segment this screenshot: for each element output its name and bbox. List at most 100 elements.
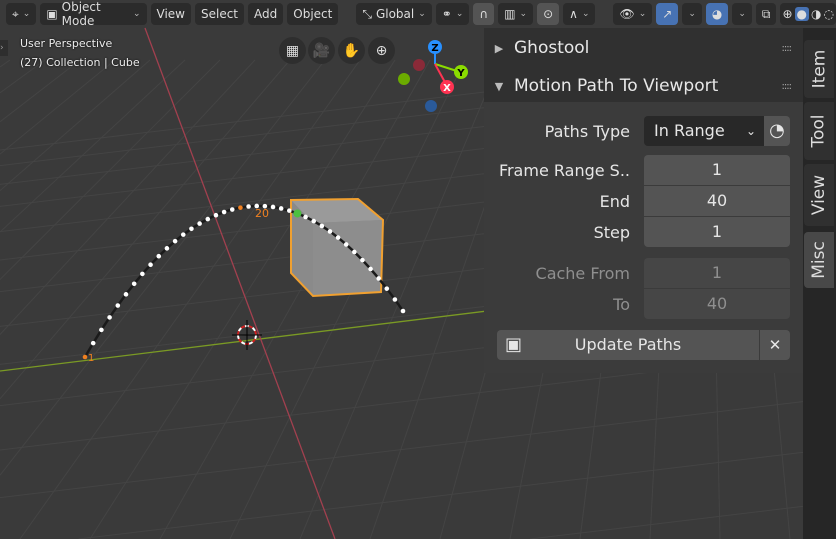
motion-path-frame-dot	[123, 292, 129, 297]
expanded-triangle-icon: ▼	[494, 79, 504, 93]
grid-line	[0, 59, 46, 94]
cache-from-field: 1	[644, 258, 790, 288]
proportional-icon: ⊙	[543, 7, 554, 21]
motion-path-frame-dot	[352, 249, 357, 255]
cube[interactable]	[290, 197, 385, 298]
motion-path-frame-dot	[107, 315, 112, 320]
camera-view-icon[interactable]: 🎥	[308, 37, 335, 64]
motion-path-frame-dot	[229, 207, 235, 212]
frame-range-start-label: Frame Range S..	[498, 161, 630, 180]
ortho-toggle-icon[interactable]: ▦	[279, 37, 306, 64]
3d-cursor[interactable]	[232, 320, 262, 350]
mode-dropdown[interactable]: ▣ Object Mode ⌄	[40, 0, 147, 28]
motion-path-frame-dot	[287, 208, 292, 213]
motion-path-frame-dot	[238, 205, 243, 210]
cache-from-label: Cache From	[535, 264, 630, 283]
grid-line	[78, 447, 836, 539]
motion-path-frame-dot	[293, 209, 302, 218]
motion-path-frame-dot	[270, 204, 276, 210]
tab-misc[interactable]: Misc	[804, 232, 834, 288]
menu-object[interactable]: Object	[287, 3, 339, 25]
motion-path-frame-dot	[180, 232, 186, 237]
motion-path-frame-dot	[99, 327, 104, 333]
rendered-shading-icon[interactable]: ◌	[823, 7, 834, 21]
motion-path-frame-dot	[246, 204, 251, 209]
falloff-dropdown[interactable]: ∧ ⌄	[563, 3, 596, 25]
material-shading-icon[interactable]: ◑	[811, 7, 822, 21]
motion-path-panel-header[interactable]: ▼ Motion Path To Viewport::::	[484, 68, 803, 104]
grid-line	[0, 59, 186, 233]
motion-path-frame-dot	[303, 214, 308, 220]
editor-type-button[interactable]: ⌖ ⌄	[6, 3, 37, 25]
end-label: End	[599, 192, 630, 211]
grid-line	[0, 59, 116, 155]
grid-line	[229, 59, 466, 539]
cache-to-field: 40	[644, 289, 790, 319]
motion-path-frame-dot	[148, 262, 153, 268]
grid-line	[89, 59, 396, 539]
menu-view[interactable]: View	[150, 3, 191, 25]
object-mode-icon: ▣	[46, 7, 58, 21]
motion-path-frame-dot	[131, 281, 137, 287]
tab-item[interactable]: Item	[804, 40, 834, 98]
paths-type-label: Paths Type	[544, 122, 630, 141]
menu-add[interactable]: Add	[248, 3, 284, 25]
snap-increment-icon: ▥	[504, 7, 516, 21]
grid-line	[0, 59, 151, 192]
menu-select[interactable]: Select	[194, 3, 245, 25]
overlay-icon: ◕	[711, 7, 723, 21]
sidebar-panel: ▶ Ghostool:::: ▼ Motion Path To Viewport::…	[484, 28, 803, 373]
xray-toggle[interactable]: ⧉	[755, 3, 777, 25]
motion-path-frame-dot	[90, 340, 96, 346]
motion-path-frame-dot	[262, 203, 268, 209]
visibility-dropdown[interactable]: 👁 ⌄	[613, 3, 653, 25]
motion-path-frame-dot	[368, 266, 373, 272]
transform-orientation-dropdown[interactable]: ⤡ Global ⌄	[356, 3, 432, 25]
wireframe-shading-icon[interactable]: ⊕	[782, 7, 793, 21]
snap-toggle[interactable]: ∩	[473, 3, 495, 25]
clock-icon[interactable]: ◔	[764, 116, 790, 146]
motion-path-frame-dot	[400, 308, 406, 314]
snap-target-dropdown[interactable]: ▥ ⌄	[498, 3, 534, 25]
step-field[interactable]: 1	[644, 217, 790, 247]
y-axis-line	[144, 27, 336, 539]
motion-path-frame-dot	[213, 212, 219, 218]
motion-path-frame-dot	[376, 276, 381, 281]
grid-line	[0, 397, 836, 499]
pan-hand-icon[interactable]: ✋	[338, 37, 365, 64]
motion-path-frame-dot	[343, 242, 349, 247]
overlay-dropdown[interactable]: ⌄	[732, 3, 752, 25]
end-field[interactable]: 40	[644, 186, 790, 216]
proportional-edit-toggle[interactable]: ⊙	[537, 3, 560, 25]
motion-path-frame-dot	[384, 286, 390, 291]
update-paths-button[interactable]: ▣ Update Paths	[497, 330, 759, 360]
grid-line	[529, 501, 836, 539]
step-label: Step	[593, 223, 630, 242]
select-box-icon: ▣	[505, 334, 523, 355]
clear-paths-button[interactable]: ✕	[760, 330, 790, 360]
toolbar-expand-icon[interactable]: ›	[0, 40, 8, 56]
tab-tool[interactable]: Tool	[804, 102, 834, 160]
motion-path-frame-dot	[278, 206, 284, 211]
collapsed-triangle-icon: ▶	[494, 41, 504, 55]
navigation-gizmo[interactable]: Z Y X	[398, 40, 468, 112]
drag-grip-icon[interactable]: ::::	[781, 80, 793, 92]
overlay-toggle[interactable]: ◕	[705, 3, 729, 25]
pivot-dropdown[interactable]: ⚭ ⌄	[435, 3, 470, 25]
tab-view[interactable]: View	[804, 164, 834, 226]
motion-path-frame-dot	[360, 257, 365, 263]
frame-range-start-field[interactable]: 1	[644, 155, 790, 185]
gizmo-dropdown[interactable]: ⌄	[682, 3, 702, 25]
sidebar-tabs: Item Tool View Misc	[803, 28, 836, 539]
motion-path-frame-dot	[392, 297, 398, 302]
ghostool-panel-header[interactable]: ▶ Ghostool::::	[484, 30, 803, 66]
paths-type-dropdown[interactable]: In Range ⌄	[644, 116, 764, 146]
solid-shading-icon[interactable]: ●	[794, 7, 810, 21]
grid-line	[159, 59, 431, 539]
motion-path-frame-dot	[172, 238, 178, 244]
grid-line	[0, 59, 256, 335]
zoom-icon[interactable]: ⊕	[368, 37, 395, 64]
motion-path-line	[83, 204, 405, 358]
drag-grip-icon[interactable]: ::::	[781, 42, 793, 54]
gizmo-toggle[interactable]: ↗	[656, 3, 679, 25]
